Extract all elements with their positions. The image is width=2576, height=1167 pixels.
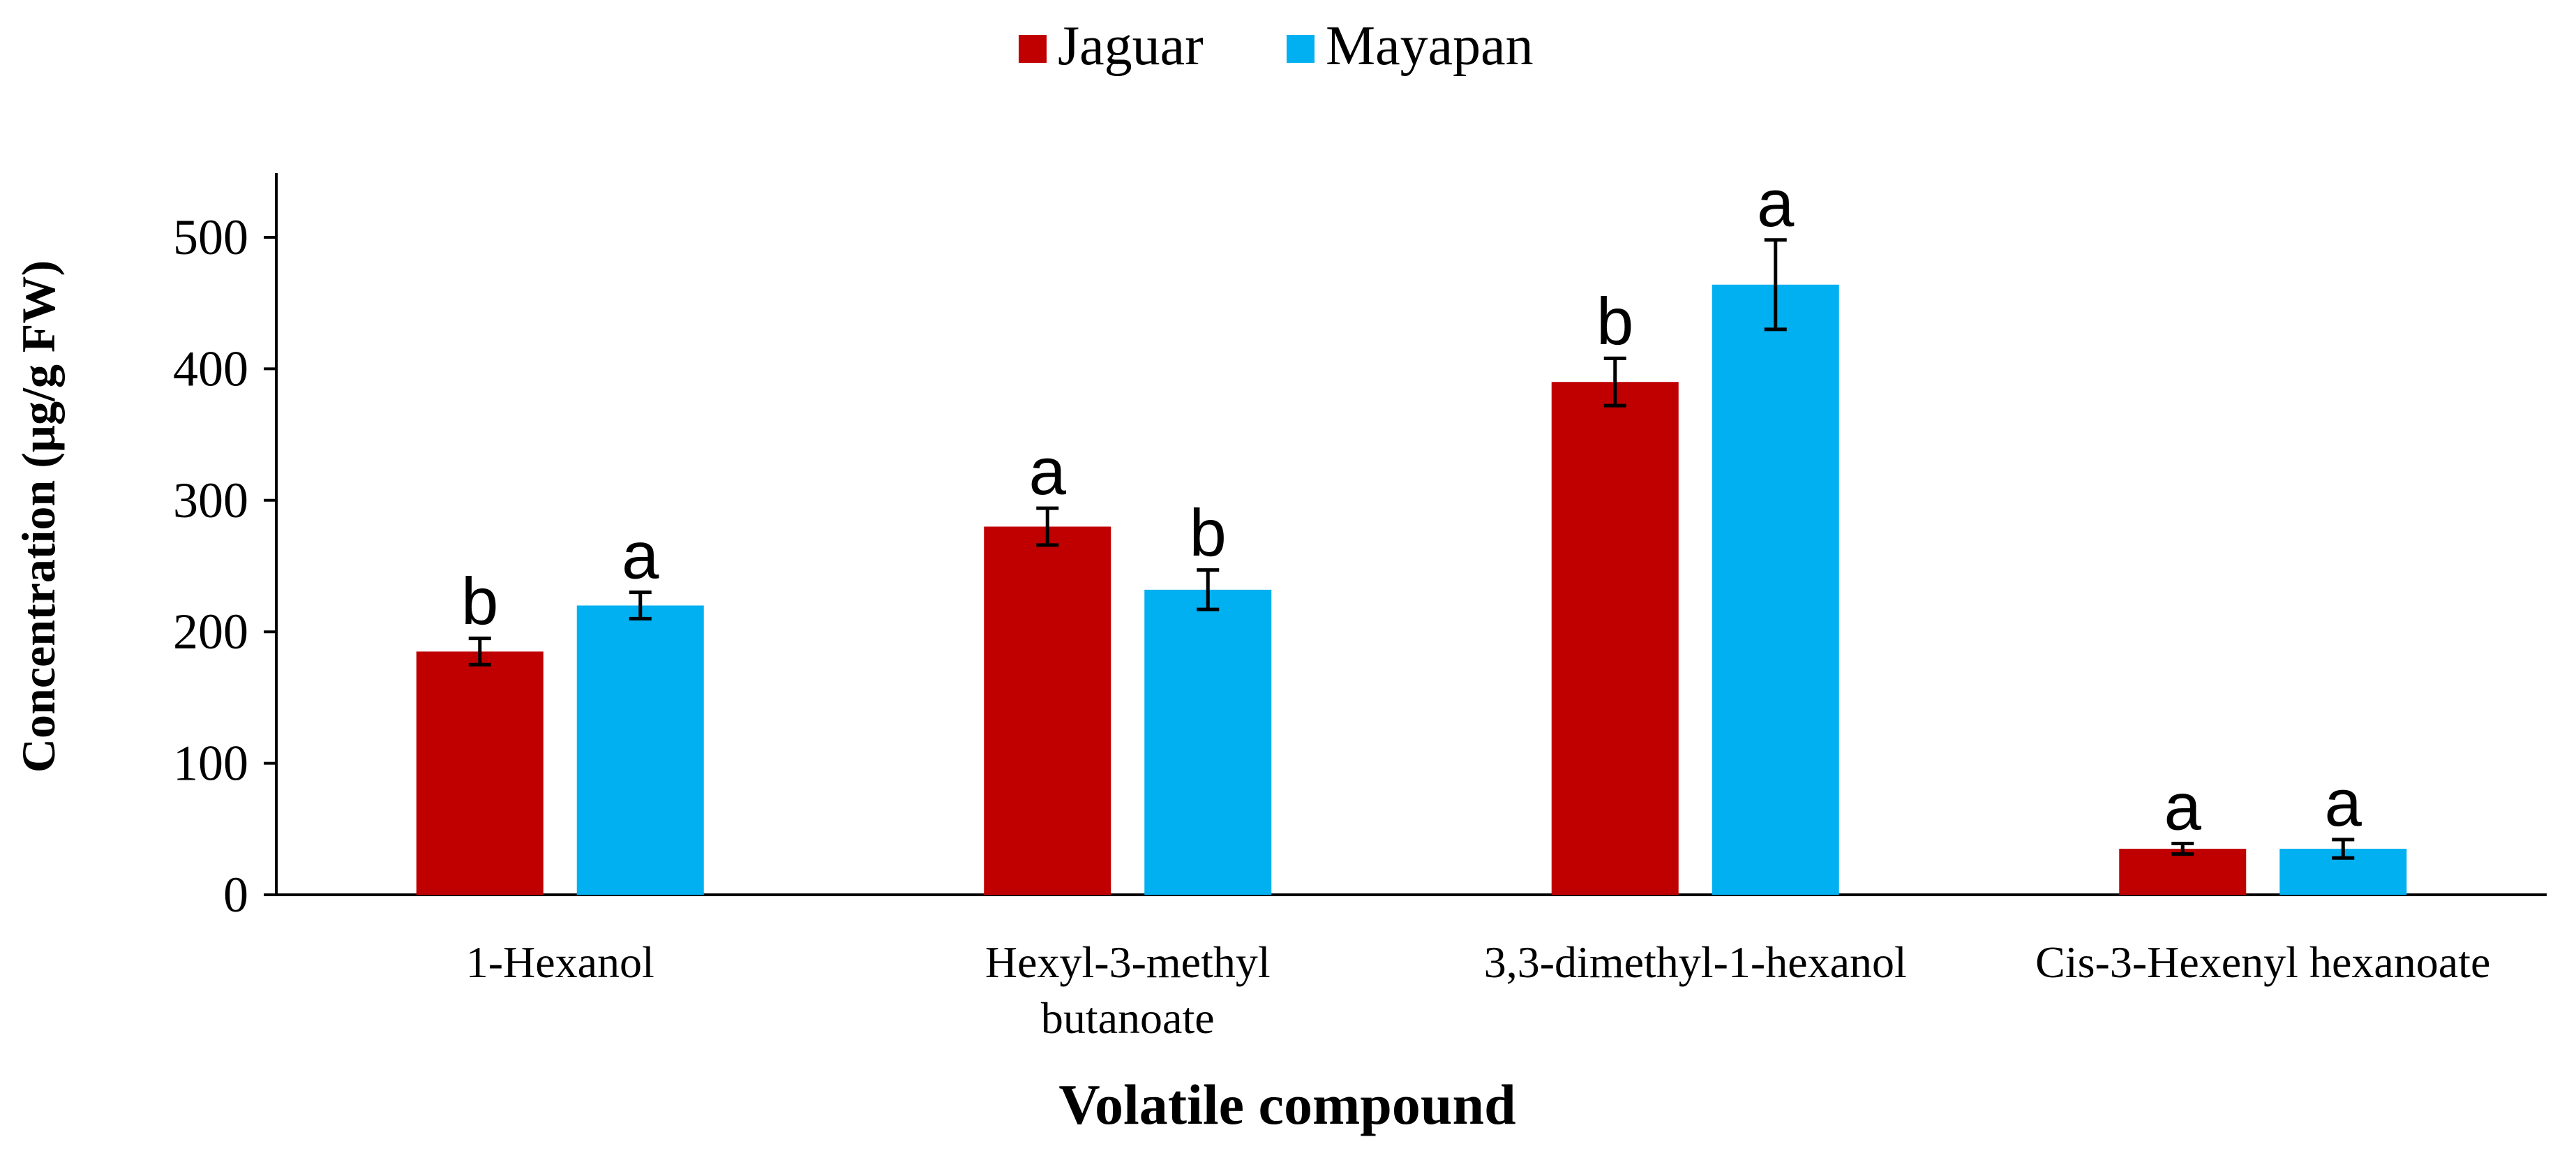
x-axis: 1-Hexanol Hexyl-3-methyl butanoate 3,3-dime… bbox=[276, 893, 2547, 1043]
y-tick-label: 200 bbox=[173, 604, 248, 660]
y-tick-label: 100 bbox=[173, 736, 248, 791]
bar-jaguar bbox=[1551, 382, 1679, 895]
significance-letter: a bbox=[1029, 434, 1067, 509]
y-axis-label: Concentration (µg/g FW) bbox=[12, 260, 65, 773]
y-tick-label: 500 bbox=[173, 209, 248, 265]
significance-letter: a bbox=[2325, 766, 2362, 840]
legend-label: Jaguar bbox=[1058, 15, 1204, 77]
bar-mayapan bbox=[1144, 589, 1272, 895]
bar-jaguar bbox=[984, 526, 1111, 895]
significance-letter: b bbox=[1190, 496, 1227, 571]
bars: b a a b b a a a bbox=[416, 166, 2407, 895]
y-tick-label: 0 bbox=[223, 867, 248, 923]
significance-letter: a bbox=[2164, 770, 2202, 845]
significance-letter: b bbox=[461, 565, 498, 639]
x-tick-label: Cis-3-Hexenyl hexanoate bbox=[2035, 937, 2490, 987]
x-tick-label: 3,3-dimethyl-1-hexanol bbox=[1484, 937, 1907, 987]
x-tick-label: 1-Hexanol bbox=[466, 937, 654, 987]
significance-letter: a bbox=[1757, 166, 1795, 241]
legend-label: Mayapan bbox=[1326, 15, 1534, 77]
bar-mayapan bbox=[576, 605, 704, 895]
y-axis: 0 100 200 300 400 500 bbox=[173, 173, 278, 923]
legend-swatch bbox=[1019, 35, 1047, 63]
x-tick-label: Hexyl-3-methyl butanoate bbox=[985, 937, 1271, 1043]
legend-swatch bbox=[1287, 35, 1315, 63]
y-tick-label: 400 bbox=[173, 341, 248, 396]
bar-jaguar bbox=[2119, 849, 2247, 895]
significance-letter: a bbox=[622, 519, 659, 593]
legend: Jaguar Mayapan bbox=[1019, 15, 1534, 77]
bar-mayapan bbox=[1712, 284, 1839, 895]
x-axis-label: Volatile compound bbox=[1058, 1073, 1515, 1136]
y-tick-label: 300 bbox=[173, 473, 248, 528]
bar-jaguar bbox=[416, 651, 544, 895]
significance-letter: b bbox=[1596, 284, 1633, 359]
